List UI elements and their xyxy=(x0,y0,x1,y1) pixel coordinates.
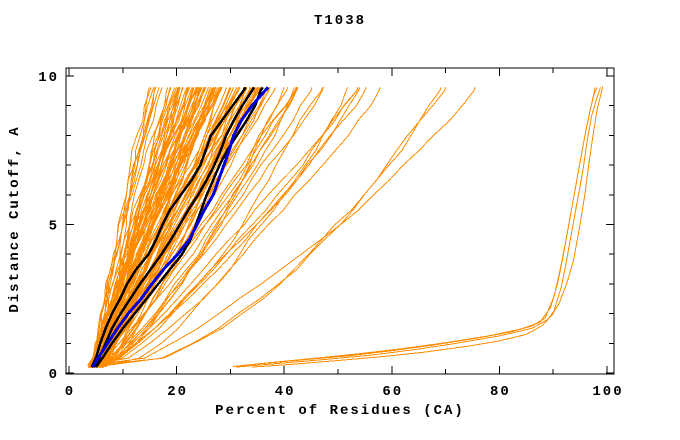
x-tick-label: 0 xyxy=(65,384,75,400)
model-curve xyxy=(100,87,178,368)
model-curve xyxy=(89,87,367,366)
model-curve xyxy=(94,87,359,366)
highlight-curve-black xyxy=(90,86,247,368)
model-curve xyxy=(91,87,194,368)
y-tick-label: 0 xyxy=(49,367,59,383)
model-curve xyxy=(87,87,207,367)
model-curve xyxy=(91,87,323,368)
model-curve xyxy=(88,87,324,367)
chart-title: T1038 xyxy=(313,13,366,29)
model-curve xyxy=(102,87,270,369)
model-curve xyxy=(96,87,447,366)
model-curve xyxy=(99,87,313,366)
model-curve xyxy=(91,87,248,366)
x-axis-label: Percent of Residues (CA) xyxy=(215,403,465,419)
x-tick-label: 20 xyxy=(167,384,188,400)
y-tick-label: 5 xyxy=(49,219,59,235)
model-curve xyxy=(97,87,156,367)
model-curve xyxy=(91,87,381,366)
low-accuracy-model-curve xyxy=(241,87,598,367)
x-tick-label: 80 xyxy=(490,384,511,400)
y-tick-label: 10 xyxy=(38,70,59,86)
x-tick-label: 100 xyxy=(592,384,623,400)
low-accuracy-model-curve xyxy=(235,86,604,368)
x-tick-label: 60 xyxy=(382,384,403,400)
model-curve xyxy=(95,87,295,369)
model-curve xyxy=(89,87,215,366)
model-curve xyxy=(94,87,476,366)
highlight-curve-blue xyxy=(91,86,270,368)
model-curve xyxy=(91,87,176,367)
low-accuracy-model-curve xyxy=(251,87,601,368)
model-curve xyxy=(89,87,289,366)
model-curve xyxy=(93,87,157,369)
x-tick-label: 40 xyxy=(275,384,296,400)
plot-frame xyxy=(65,67,615,375)
model-curve xyxy=(93,87,202,366)
highlight-curve-black xyxy=(92,86,256,368)
model-curve xyxy=(103,87,245,367)
model-curve xyxy=(97,87,222,368)
